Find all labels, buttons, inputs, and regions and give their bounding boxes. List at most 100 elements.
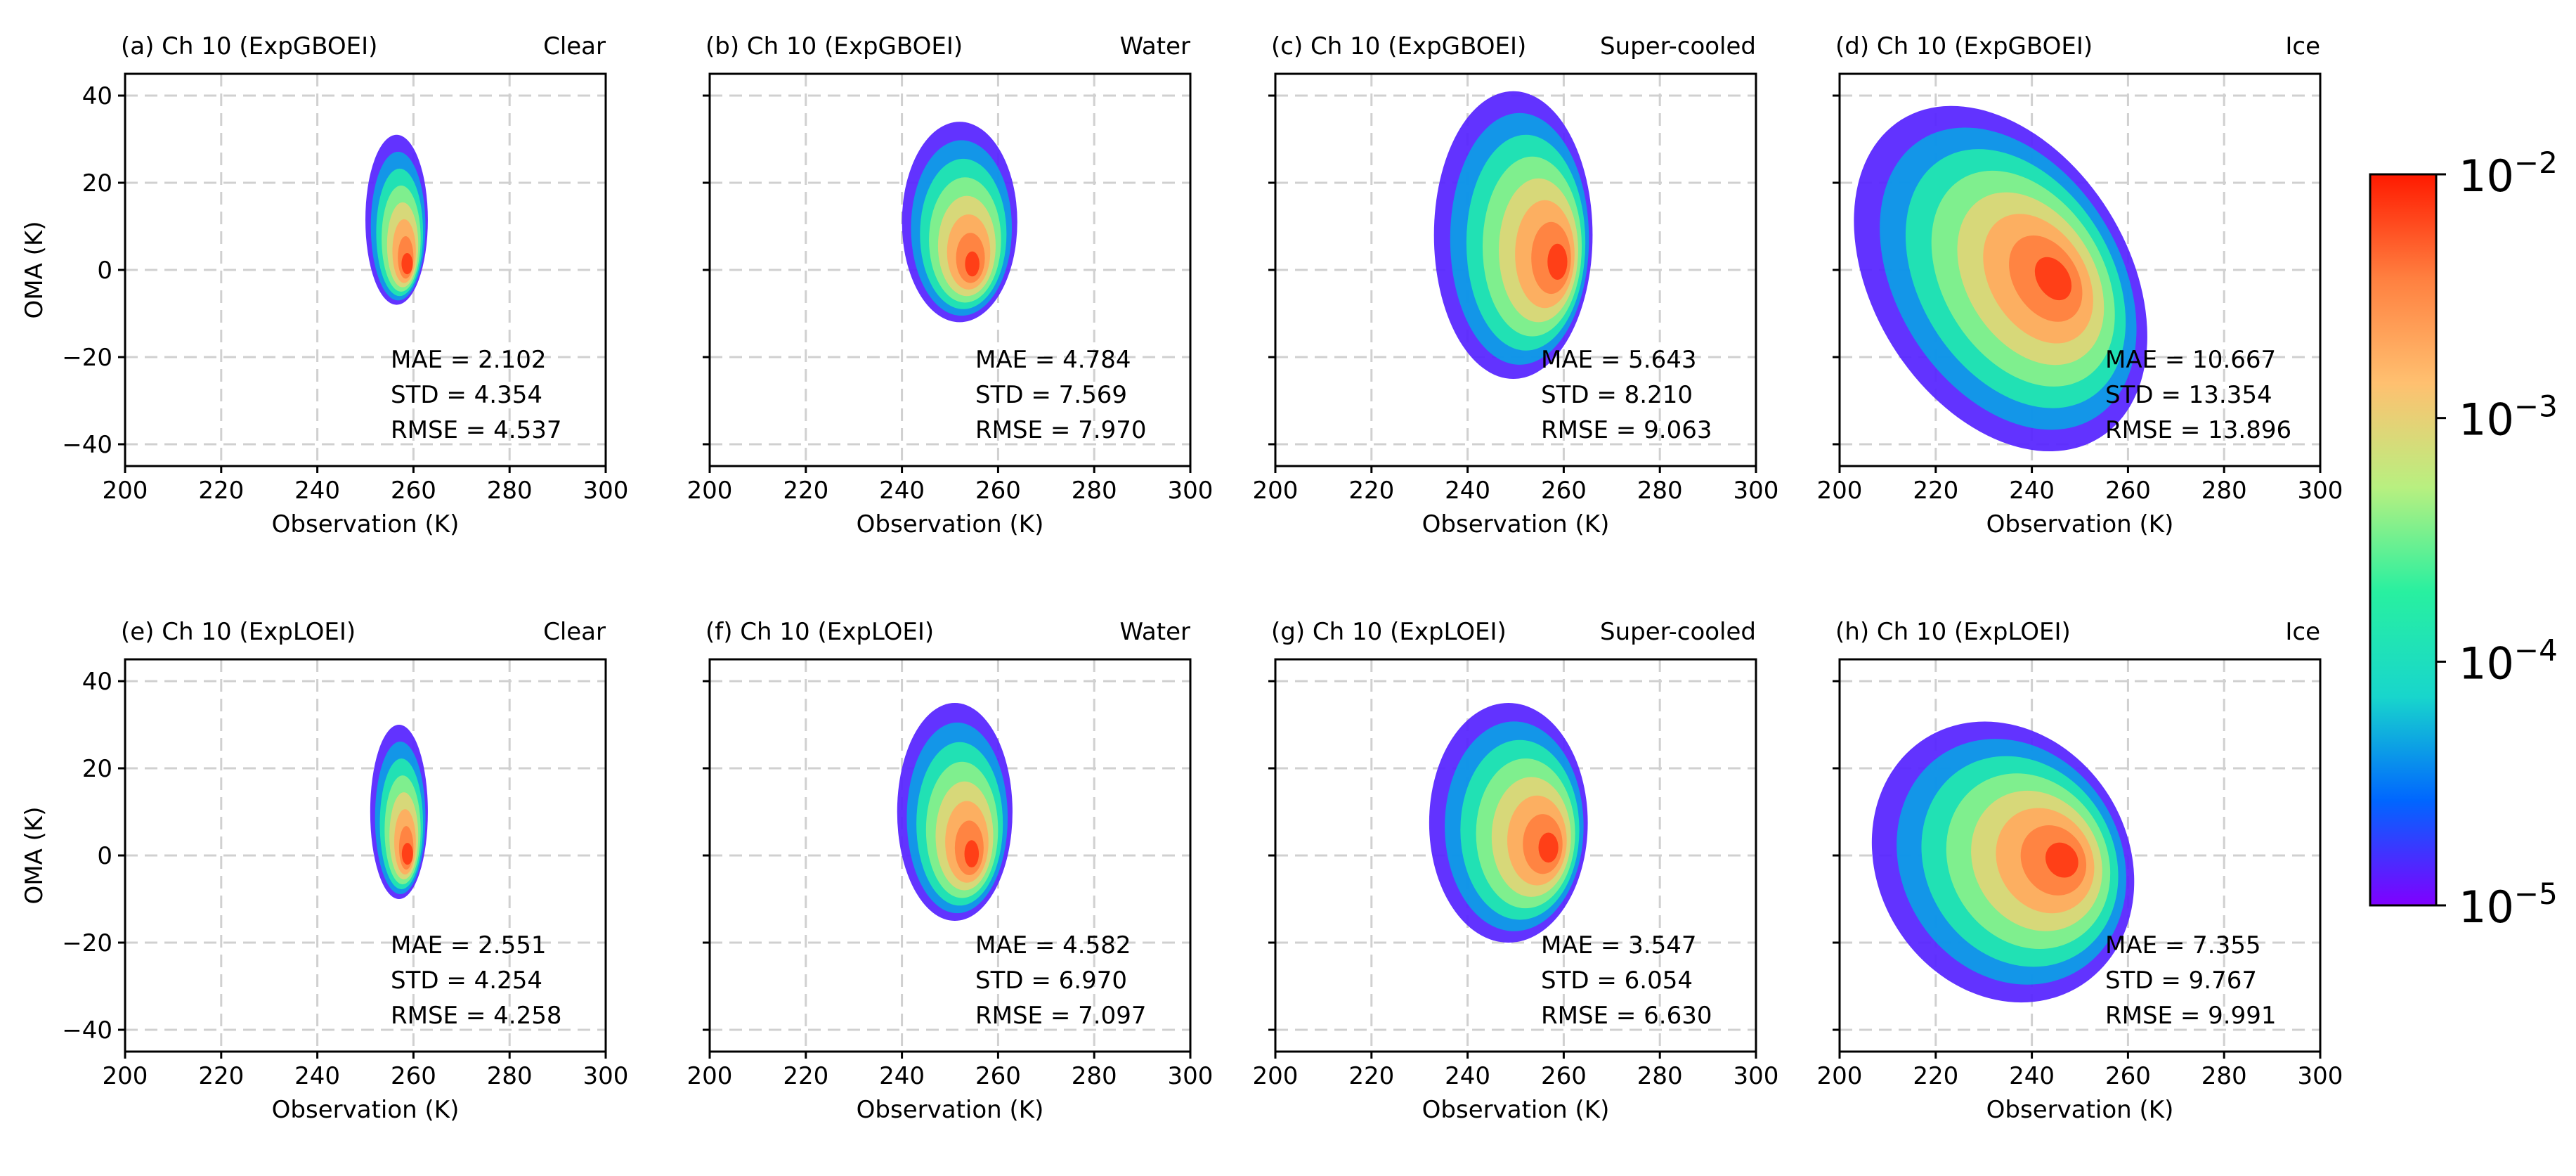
x-tick-label: 300 (1733, 1062, 1779, 1090)
colorbar-gradient (2369, 173, 2438, 907)
panel-a: 200 220 240 260 280 30040200−20−40Observation… (20, 32, 628, 538)
stat-rmse: RMSE = 4.258 (391, 1002, 561, 1030)
panel-category: Ice (2285, 32, 2320, 60)
colorbar-tick-label: 10−2 (2459, 146, 2558, 202)
x-axis-label: Observation (K) (1422, 510, 1610, 538)
x-tick-label: 220 (1913, 1062, 1958, 1090)
density-c (1433, 91, 1593, 379)
panel-category: Ice (2285, 618, 2320, 646)
y-tick-label: 0 (97, 257, 112, 285)
panel-category: Clear (543, 32, 606, 60)
grid (710, 74, 1190, 466)
x-tick-label: 300 (1168, 1062, 1214, 1090)
x-tick-label: 240 (2009, 477, 2055, 505)
panels: 200 220 240 260 280 30040200−20−40Observation… (20, 32, 2343, 1124)
x-tick-label: 280 (2201, 1062, 2247, 1090)
panel-e: 200 220 240 260 280 30040200−20−40Observation… (20, 618, 628, 1124)
x-tick-label: 240 (294, 1062, 340, 1090)
y-tick-label: −40 (62, 431, 112, 459)
stat-std: STD = 6.970 (975, 967, 1127, 995)
density-b (902, 122, 1017, 323)
stat-mae: MAE = 3.547 (1541, 931, 1697, 959)
stat-rmse: RMSE = 4.537 (391, 416, 561, 444)
stat-rmse: RMSE = 9.991 (2105, 1002, 2276, 1030)
x-tick-label: 280 (1637, 477, 1683, 505)
density-level (965, 251, 980, 277)
density-level (2034, 257, 2072, 301)
density-g (1429, 703, 1588, 943)
stat-mae: MAE = 2.102 (391, 346, 547, 374)
stat-std: STD = 4.254 (391, 967, 542, 995)
y-tick-label: 20 (82, 755, 112, 783)
stat-std: STD = 6.054 (1541, 967, 1693, 995)
x-tick-label: 280 (487, 1062, 533, 1090)
panel-title: (c) Ch 10 (ExpGBOEI) (1271, 32, 1526, 60)
colorbar-tick-label: 10−5 (2459, 877, 2558, 933)
x-tick-label: 220 (783, 1062, 828, 1090)
panel-b: 200 220 240 260 280 300 Observation (K) (b) Ch … (687, 32, 1214, 538)
x-tick-label: 280 (1072, 477, 1117, 505)
x-tick-label: 260 (975, 477, 1021, 505)
density-a (365, 134, 428, 305)
x-tick-label: 260 (975, 1062, 1021, 1090)
density-level (1547, 243, 1568, 280)
x-tick-label: 220 (783, 477, 828, 505)
x-axis-label: Observation (K) (857, 510, 1044, 538)
stat-rmse: RMSE = 7.970 (975, 416, 1146, 444)
x-tick-label: 260 (391, 477, 436, 505)
x-tick-label: 300 (2298, 1062, 2343, 1090)
x-tick-label: 220 (1913, 477, 1958, 505)
x-tick-label: 280 (1637, 1062, 1683, 1090)
x-tick-label: 260 (1541, 1062, 1587, 1090)
x-tick-label: 300 (583, 477, 629, 505)
x-tick-label: 300 (1168, 477, 1214, 505)
density-e (370, 725, 428, 899)
x-tick-label: 200 (687, 477, 733, 505)
x-axis-label: Observation (K) (272, 510, 460, 538)
x-axis-label: Observation (K) (857, 1096, 1044, 1124)
y-tick-label: −20 (62, 344, 112, 372)
stat-rmse: RMSE = 9.063 (1541, 416, 1712, 444)
x-tick-label: 240 (294, 477, 340, 505)
x-tick-label: 240 (2009, 1062, 2055, 1090)
x-tick-label: 220 (198, 1062, 244, 1090)
panel-d: 200 220 240 260 280 300 Observation (K) (d) Ch … (1817, 32, 2343, 538)
panel-h: 200 220 240 260 280 300 Observation (K) (h) Ch … (1817, 618, 2343, 1124)
panel-category: Clear (543, 618, 606, 646)
panel-category: Super-cooled (1600, 618, 1756, 646)
y-tick-label: 20 (82, 169, 112, 198)
stat-std: STD = 7.569 (975, 381, 1127, 409)
x-axis-label: Observation (K) (1422, 1096, 1610, 1124)
stat-std: STD = 9.767 (2105, 967, 2257, 995)
x-tick-label: 220 (1348, 477, 1394, 505)
stat-rmse: RMSE = 13.896 (2105, 416, 2291, 444)
panel-c: 200 220 240 260 280 300 Observation (K) (c) Ch … (1253, 32, 1779, 538)
x-tick-label: 220 (1348, 1062, 1394, 1090)
x-tick-label: 200 (103, 477, 148, 505)
panel-title: (a) Ch 10 (ExpGBOEI) (121, 32, 377, 60)
colorbar-tick-label: 10−3 (2459, 389, 2558, 446)
panel-title: (f) Ch 10 (ExpLOEI) (705, 618, 934, 646)
panel-category: Water (1119, 32, 1190, 60)
stat-std: STD = 4.354 (391, 381, 542, 409)
x-tick-label: 200 (687, 1062, 733, 1090)
y-tick-label: 0 (97, 842, 112, 870)
x-tick-label: 200 (1253, 1062, 1299, 1090)
stat-rmse: RMSE = 6.630 (1541, 1002, 1712, 1030)
stat-mae: MAE = 4.582 (975, 931, 1131, 959)
x-tick-label: 240 (879, 477, 925, 505)
density-level (964, 840, 980, 868)
y-tick-label: 40 (82, 668, 112, 696)
stat-mae: MAE = 10.667 (2105, 346, 2276, 374)
density-level (2045, 842, 2079, 878)
panel-title: (e) Ch 10 (ExpLOEI) (121, 618, 356, 646)
x-tick-label: 200 (1817, 477, 1863, 505)
stat-mae: MAE = 2.551 (391, 931, 547, 959)
x-tick-label: 300 (583, 1062, 629, 1090)
x-axis-label: Observation (K) (1986, 1096, 2174, 1124)
x-tick-label: 240 (1445, 477, 1490, 505)
grid (125, 74, 606, 466)
x-tick-label: 280 (2201, 477, 2247, 505)
x-tick-label: 220 (198, 477, 244, 505)
x-tick-label: 300 (1733, 477, 1779, 505)
